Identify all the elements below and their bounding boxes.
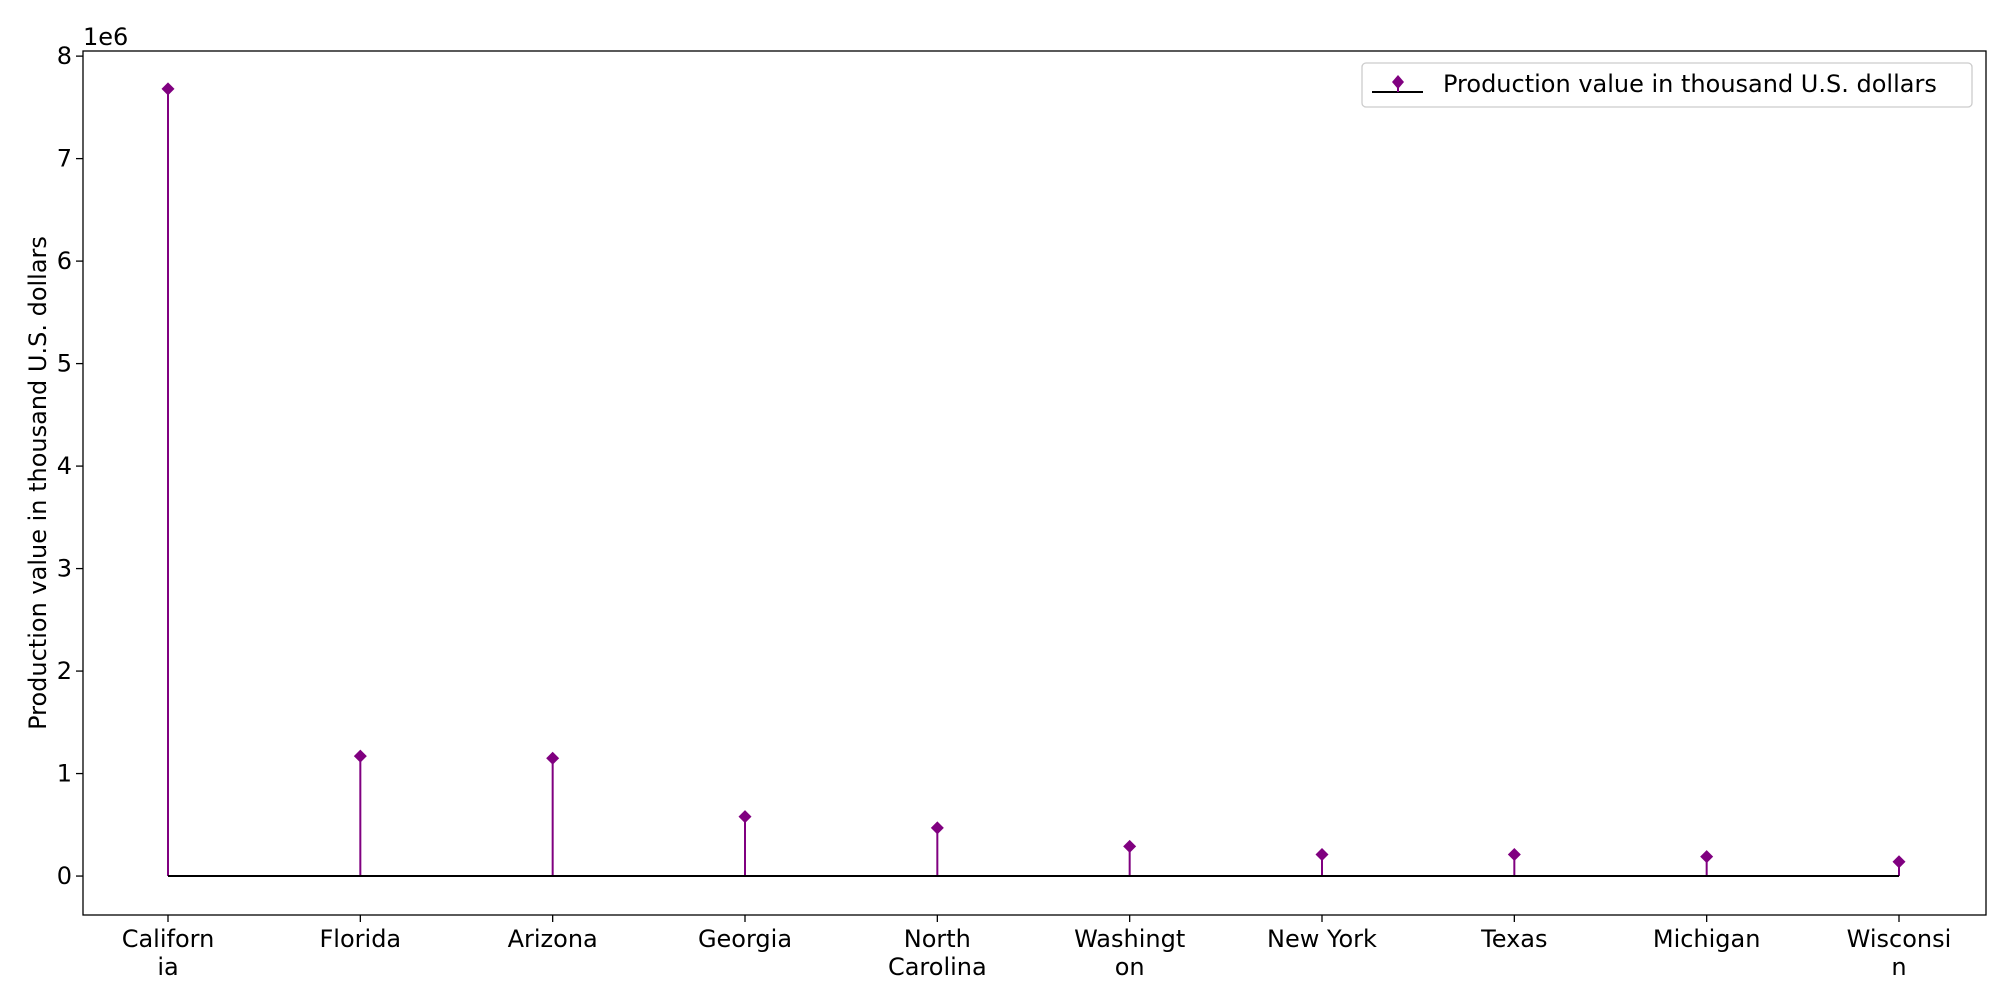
- y-tick-label: 1: [57, 760, 72, 788]
- y-tick-label: 7: [57, 145, 72, 173]
- stem-marker-diamond: [161, 82, 175, 96]
- y-tick-label: 4: [57, 452, 72, 480]
- x-tick-label: New York: [1267, 925, 1377, 953]
- legend-marker-diamond: [1392, 75, 1404, 89]
- y-axis-title: Production value in thousand U.S. dollar…: [24, 236, 52, 730]
- stem-marker-diamond: [738, 810, 752, 824]
- x-tick-label: Californ ia: [122, 925, 215, 981]
- y-tick-label: 8: [57, 42, 72, 70]
- x-tick-label: Arizona: [508, 925, 598, 953]
- x-tick-label: Wisconsi n: [1847, 925, 1952, 981]
- legend-label: Production value in thousand U.S. dollar…: [1443, 70, 1937, 98]
- stem-series: [161, 82, 1906, 878]
- x-tick-label: North Carolina: [888, 925, 987, 981]
- legend-box: [1361, 62, 1973, 108]
- y-tick-label: 3: [57, 555, 72, 583]
- y-axis: 0 1 2 3 4 5 6 7 8: [57, 42, 83, 890]
- y-tick-label: 6: [57, 247, 72, 275]
- stem-marker-diamond: [1892, 855, 1906, 869]
- legend: Production value in thousand U.S. dollar…: [1361, 62, 1973, 108]
- x-tick-label: Washingt on: [1074, 925, 1185, 981]
- x-tick-label: Georgia: [698, 925, 792, 953]
- stem-marker-diamond: [1700, 850, 1714, 864]
- y-axis-offset-label: 1e6: [83, 23, 128, 51]
- plot-frame: [82, 50, 1987, 916]
- x-axis: Californ ia Florida Arizona Georgia North Caro…: [122, 915, 1952, 981]
- stem-marker-diamond: [1507, 848, 1521, 862]
- stem-marker-diamond: [353, 749, 367, 763]
- y-tick-label: 2: [57, 657, 72, 685]
- stem-marker-diamond: [546, 751, 560, 765]
- x-tick-label: Florida: [320, 925, 402, 953]
- stem-marker-diamond: [1123, 839, 1137, 853]
- x-tick-label: Texas: [1480, 925, 1547, 953]
- x-tick-label: Michigan: [1653, 925, 1761, 953]
- stem-marker-diamond: [1315, 848, 1329, 862]
- stem-marker-diamond: [930, 821, 944, 835]
- y-tick-label: 0: [57, 862, 72, 890]
- y-tick-label: 5: [57, 350, 72, 378]
